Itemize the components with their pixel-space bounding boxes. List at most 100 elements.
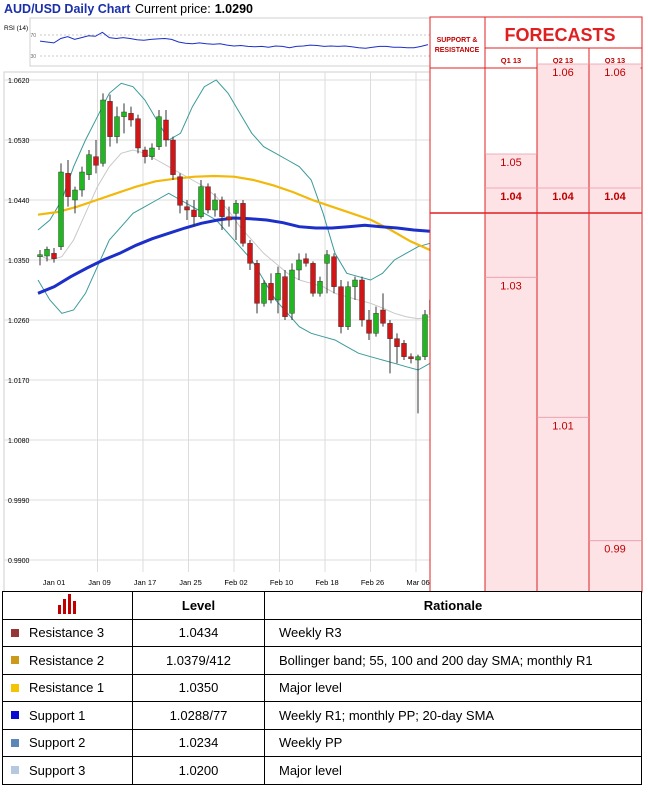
candle-body: [352, 279, 358, 287]
chart-area: AUD/USD Daily Chart Current price: 1.0290…: [3, 2, 643, 593]
candle: [142, 146, 148, 164]
candle-body: [128, 113, 134, 121]
indicator-line: [37, 192, 431, 371]
candle: [170, 136, 176, 180]
candle-body: [219, 199, 225, 217]
candle: [331, 253, 337, 294]
header-icon-cell: [2, 591, 133, 620]
forecast-col-q2: Q2 13: [553, 56, 573, 65]
header-level: Level: [132, 591, 265, 620]
level-rationale: Weekly R3: [264, 618, 642, 647]
candle: [296, 253, 302, 280]
level-name-cell: Support 2: [2, 728, 133, 757]
candle: [121, 103, 127, 134]
color-swatch: [11, 711, 19, 720]
candle-body: [177, 176, 183, 206]
forecast-col-q1: Q1 13: [501, 56, 521, 65]
forecast-value: 1.03: [500, 280, 521, 292]
candle: [58, 163, 64, 250]
candle-body: [324, 254, 330, 264]
forecast-fill: [589, 188, 641, 557]
level-value: 1.0350: [132, 673, 265, 702]
candle: [51, 248, 57, 263]
candle-body: [317, 281, 323, 294]
y-tick-label: 1.0620: [8, 78, 30, 85]
forecast-fill: [537, 64, 589, 204]
candle: [282, 270, 288, 320]
candles: [37, 93, 435, 414]
candle: [338, 280, 344, 334]
x-tick-label: Mar 06: [406, 578, 429, 587]
y-tick-label: 1.0170: [8, 378, 30, 385]
candle-body: [51, 253, 57, 259]
forecast-panel: SUPPORT & RESISTANCE FORECASTS Q1 13 Q2 …: [429, 16, 643, 593]
candle-body: [240, 203, 246, 244]
x-tick-label: Jan 25: [179, 578, 202, 587]
candle: [415, 354, 421, 414]
candle-body: [72, 189, 78, 201]
candle: [240, 200, 246, 247]
candle-body: [408, 356, 414, 359]
candle: [107, 94, 113, 147]
candle: [247, 240, 253, 270]
candle-body: [401, 343, 407, 357]
candle: [317, 276, 323, 297]
candle: [191, 200, 197, 227]
table-row: Resistance 2 1.0379/412 Bollinger band; 55…: [2, 646, 642, 675]
candle: [401, 340, 407, 360]
candle-body: [37, 254, 43, 257]
candle: [324, 250, 330, 294]
x-tick-label: Feb 18: [315, 578, 338, 587]
table-row: Support 3 1.0200 Major level: [2, 756, 642, 785]
candle-body: [282, 276, 288, 317]
candle-body: [254, 263, 260, 304]
level-value: 1.0288/77: [132, 701, 265, 730]
candle: [93, 140, 99, 174]
x-tick-label: Feb 02: [224, 578, 247, 587]
rsi-series: [39, 31, 429, 49]
candle-body: [114, 116, 120, 137]
forecast-value: 1.04: [604, 191, 626, 203]
candle: [373, 306, 379, 337]
color-swatch: [11, 656, 19, 665]
candle: [156, 110, 162, 150]
forecast-value: 1.01: [552, 420, 573, 432]
candle-body: [184, 206, 190, 211]
price-frame: [3, 71, 431, 593]
candle-body: [135, 118, 141, 149]
y-tick-label: 0.9900: [8, 558, 30, 565]
candle-body: [366, 319, 372, 334]
candle-body: [93, 156, 99, 166]
candle-body: [289, 269, 295, 314]
candle: [212, 193, 218, 217]
level-rationale: Weekly R1; monthly PP; 20-day SMA: [264, 701, 642, 730]
candle-body: [373, 313, 379, 334]
rsi-tick-30: 30: [30, 54, 36, 60]
candle: [128, 106, 134, 127]
candle: [37, 250, 43, 266]
candle-body: [170, 139, 176, 175]
color-swatch: [11, 766, 19, 775]
candle-body: [394, 338, 400, 347]
forecast-fill: [589, 64, 641, 204]
level-name: Support 3: [29, 762, 86, 778]
indicator-line: [37, 174, 431, 252]
level-name: Resistance 2: [29, 652, 105, 668]
level-value: 1.0379/412: [132, 646, 265, 675]
candle-body: [58, 171, 64, 247]
candle: [72, 186, 78, 214]
sr-label-line2: RESISTANCE: [435, 47, 480, 54]
candle-body: [296, 259, 302, 271]
candle: [135, 114, 141, 154]
level-value: 1.0200: [132, 756, 265, 785]
forecasts-title: FORECASTS: [504, 25, 615, 45]
level-rationale: Major level: [264, 673, 642, 702]
x-tick-label: Feb 26: [361, 578, 384, 587]
candle-body: [380, 309, 386, 324]
candle: [345, 281, 351, 330]
candle: [359, 276, 365, 327]
candle: [65, 160, 71, 207]
candle-body: [226, 216, 232, 221]
candle-body: [86, 154, 92, 175]
candle-body: [107, 101, 113, 137]
